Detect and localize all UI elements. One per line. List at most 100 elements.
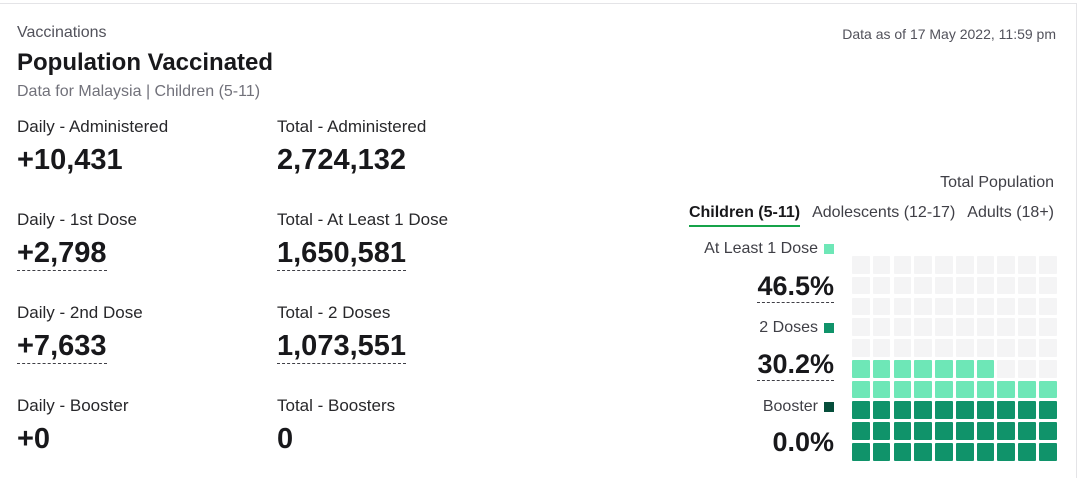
- waffle-cell: [914, 256, 932, 274]
- waffle-cell: [935, 297, 953, 316]
- stat-label: Total - Administered: [277, 117, 427, 136]
- waffle-cell: [914, 276, 932, 295]
- waffle-cell: [872, 359, 891, 378]
- waffle-cell: [955, 256, 974, 274]
- waffle-cell: [935, 276, 953, 295]
- waffle-cell: [1018, 297, 1036, 316]
- waffle-cell: [976, 276, 995, 295]
- waffle-cell: [914, 339, 932, 357]
- tab-adults[interactable]: Adults (18+): [967, 204, 1054, 221]
- waffle-cell: [914, 380, 932, 399]
- waffle-cell: [852, 443, 870, 461]
- stat-daily-first-dose: Daily - 1st Dose +2,798: [17, 210, 137, 271]
- stat-value-tooltip[interactable]: +2,798: [17, 237, 107, 271]
- waffle-cell: [893, 339, 912, 357]
- waffle-cell: [852, 422, 870, 440]
- waffle-cell: [997, 256, 1016, 274]
- second-dose-swatch: [824, 323, 834, 333]
- waffle-cell: [1039, 318, 1057, 336]
- population-waffle-chart: [852, 256, 1057, 461]
- waffle-cell: [893, 401, 912, 420]
- waffle-cell: [997, 443, 1016, 461]
- second-dose-percent[interactable]: 30.2%: [757, 349, 834, 381]
- waffle-cell: [997, 359, 1016, 378]
- waffle-cell: [872, 318, 891, 336]
- waffle-cell: [893, 380, 912, 399]
- page-title: Population Vaccinated: [17, 49, 274, 76]
- waffle-cell: [976, 422, 995, 440]
- stat-total-administered: Total - Administered 2,724,132: [277, 117, 426, 177]
- stat-label: Daily - 2nd Dose: [17, 303, 143, 322]
- waffle-cell: [1018, 443, 1036, 461]
- waffle-cell: [1039, 422, 1057, 440]
- waffle-cell: [997, 297, 1016, 316]
- waffle-cell: [872, 339, 891, 357]
- waffle-cell: [872, 380, 891, 399]
- waffle-cell: [852, 276, 870, 295]
- waffle-cell: [976, 297, 995, 316]
- data-timestamp: Data as of 17 May 2022, 11:59 pm: [842, 26, 1056, 42]
- waffle-cell: [976, 339, 995, 357]
- stat-label: Daily - 1st Dose: [17, 210, 137, 229]
- waffle-cell: [1018, 401, 1036, 420]
- waffle-cell: [1018, 380, 1036, 399]
- waffle-cell: [955, 443, 974, 461]
- waffle-cell: [1018, 422, 1036, 440]
- waffle-cell: [976, 401, 995, 420]
- waffle-cell: [1039, 401, 1057, 420]
- waffle-cell: [976, 359, 995, 378]
- waffle-cell: [872, 422, 891, 440]
- waffle-cell: [1039, 339, 1057, 357]
- stat-label: Daily - Administered: [17, 117, 169, 136]
- waffle-cell: [976, 318, 995, 336]
- waffle-cell: [914, 443, 932, 461]
- stat-value-tooltip[interactable]: 1,073,551: [277, 330, 407, 364]
- stat-value: 2,724,132: [277, 144, 407, 176]
- waffle-cell: [852, 318, 870, 336]
- waffle-cell: [955, 422, 974, 440]
- waffle-cell: [935, 359, 953, 378]
- waffle-cell: [893, 297, 912, 316]
- stat-value-tooltip[interactable]: +7,633: [17, 330, 107, 364]
- booster-legend: Booster: [763, 398, 834, 416]
- waffle-cell: [955, 297, 974, 316]
- tab-adolescents[interactable]: Adolescents (12-17): [812, 204, 956, 221]
- waffle-cell: [893, 443, 912, 461]
- waffle-cell: [914, 422, 932, 440]
- first-dose-label: At Least 1 Dose: [704, 240, 818, 257]
- first-dose-swatch: [824, 244, 834, 254]
- waffle-cell: [852, 339, 870, 357]
- stat-daily-booster: Daily - Booster +0: [17, 396, 128, 456]
- tab-children[interactable]: Children (5-11): [688, 204, 801, 227]
- waffle-cell: [1018, 318, 1036, 336]
- stat-label: Daily - Booster: [17, 396, 129, 415]
- waffle-cell: [935, 380, 953, 399]
- waffle-cell: [1039, 380, 1057, 399]
- waffle-cell: [935, 318, 953, 336]
- booster-label: Booster: [762, 398, 818, 415]
- waffle-cell: [955, 401, 974, 420]
- stat-label: Total - Boosters: [277, 396, 396, 415]
- first-dose-percent[interactable]: 46.5%: [757, 271, 834, 303]
- waffle-cell: [872, 276, 891, 295]
- waffle-cell: [1018, 256, 1036, 274]
- waffle-cell: [997, 276, 1016, 295]
- waffle-cell: [914, 297, 932, 316]
- waffle-cell: [997, 318, 1016, 336]
- waffle-cell: [1039, 276, 1057, 295]
- waffle-cell: [976, 380, 995, 399]
- waffle-cell: [1018, 359, 1036, 378]
- waffle-cell: [997, 422, 1016, 440]
- waffle-cell: [997, 339, 1016, 357]
- page-subtitle: Data for Malaysia | Children (5-11): [17, 83, 261, 100]
- waffle-cell: [935, 422, 953, 440]
- waffle-cell: [1039, 443, 1057, 461]
- waffle-cell: [997, 380, 1016, 399]
- stat-value-tooltip[interactable]: 1,650,581: [277, 237, 407, 271]
- stat-total-second-dose: Total - 2 Doses 1,073,551: [277, 303, 407, 364]
- waffle-cell: [872, 297, 891, 316]
- vaccination-card: Vaccinations Population Vaccinated Data …: [0, 3, 1077, 478]
- waffle-cell: [976, 256, 995, 274]
- stat-total-first-dose: Total - At Least 1 Dose 1,650,581: [277, 210, 448, 271]
- waffle-cell: [997, 401, 1016, 420]
